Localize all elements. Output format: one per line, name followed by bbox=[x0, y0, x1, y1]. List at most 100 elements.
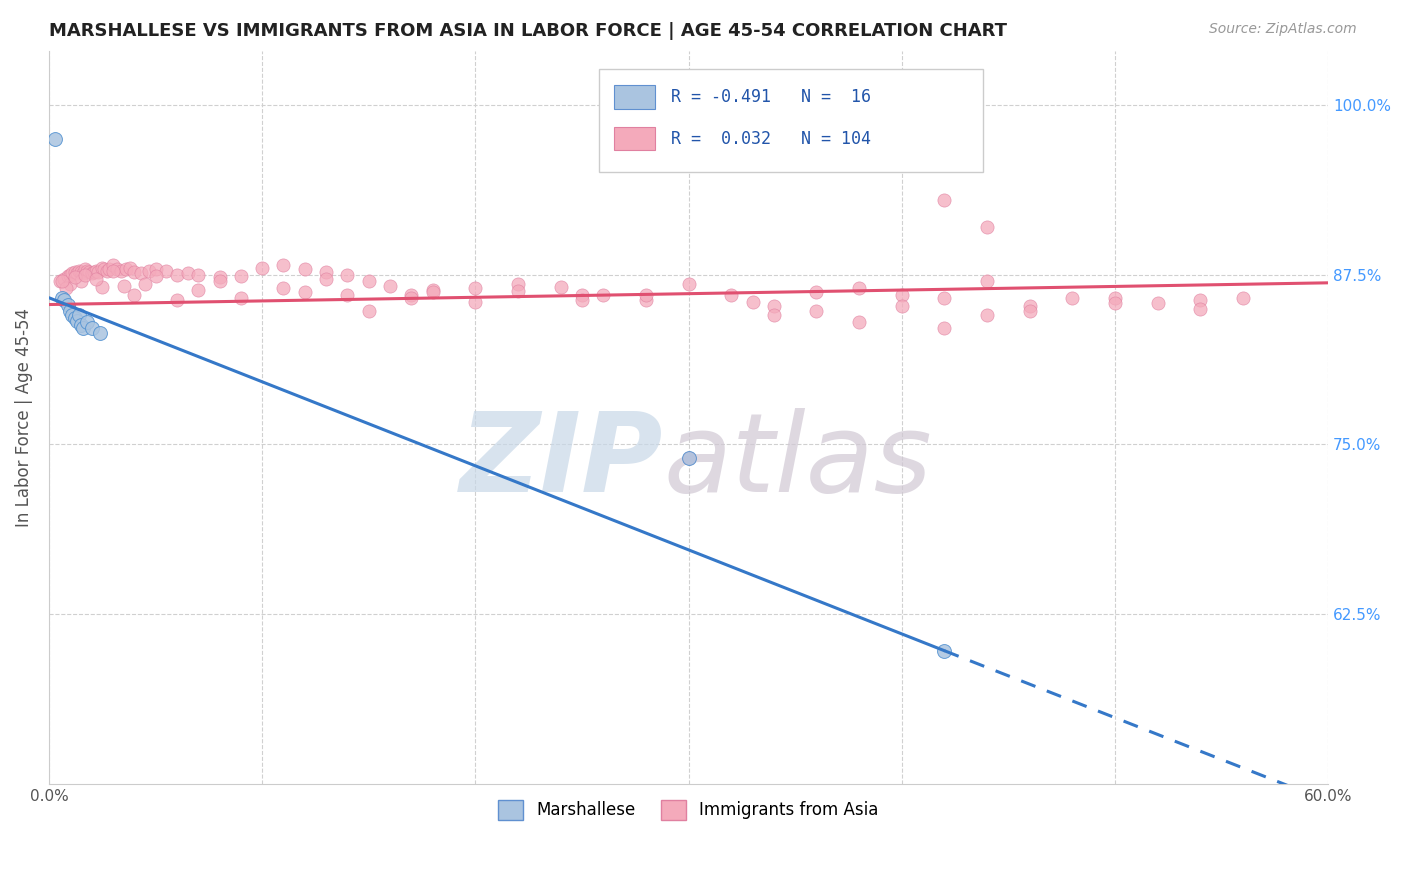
Point bbox=[976, 220, 998, 235]
Point bbox=[934, 291, 956, 305]
Point bbox=[87, 265, 110, 279]
Point bbox=[1104, 291, 1126, 305]
Point bbox=[110, 263, 132, 277]
Point bbox=[91, 280, 114, 294]
Point bbox=[72, 320, 94, 334]
Point bbox=[890, 288, 912, 302]
Point bbox=[52, 293, 75, 308]
Bar bbox=[614, 127, 655, 151]
Point bbox=[75, 268, 97, 282]
Point bbox=[76, 263, 98, 277]
Point bbox=[48, 275, 70, 289]
Point bbox=[401, 291, 423, 305]
Point bbox=[59, 304, 82, 318]
Point bbox=[84, 271, 107, 285]
Point bbox=[294, 262, 316, 277]
Point bbox=[506, 277, 529, 292]
Point bbox=[59, 268, 82, 282]
Point bbox=[155, 263, 177, 277]
Point bbox=[129, 266, 152, 280]
Point bbox=[762, 309, 785, 323]
Point bbox=[44, 132, 66, 146]
Point bbox=[720, 288, 742, 302]
Point bbox=[464, 294, 486, 309]
Point bbox=[75, 262, 97, 277]
Point bbox=[678, 277, 700, 292]
Point bbox=[166, 293, 188, 308]
Point bbox=[848, 281, 870, 295]
Point bbox=[506, 284, 529, 298]
Point bbox=[97, 262, 120, 277]
Legend: Marshallese, Immigrants from Asia: Marshallese, Immigrants from Asia bbox=[492, 793, 886, 827]
Point bbox=[250, 260, 273, 275]
Point bbox=[93, 262, 115, 277]
Point bbox=[176, 266, 198, 280]
Point bbox=[378, 278, 401, 293]
Text: R =  0.032   N = 104: R = 0.032 N = 104 bbox=[671, 129, 870, 148]
Point bbox=[934, 643, 956, 657]
Point bbox=[105, 262, 128, 277]
Text: R = -0.491   N =  16: R = -0.491 N = 16 bbox=[671, 88, 870, 106]
Text: ZIP: ZIP bbox=[460, 408, 664, 515]
Point bbox=[62, 266, 84, 280]
Point bbox=[70, 265, 93, 279]
Point bbox=[806, 285, 828, 300]
Point bbox=[357, 275, 380, 289]
Point bbox=[315, 271, 337, 285]
Point bbox=[336, 288, 359, 302]
Point bbox=[934, 193, 956, 207]
Point bbox=[762, 299, 785, 313]
Point bbox=[89, 326, 111, 340]
Point bbox=[678, 450, 700, 465]
Point bbox=[464, 281, 486, 295]
Text: MARSHALLESE VS IMMIGRANTS FROM ASIA IN LABOR FORCE | AGE 45-54 CORRELATION CHART: MARSHALLESE VS IMMIGRANTS FROM ASIA IN L… bbox=[49, 22, 1007, 40]
Point bbox=[67, 309, 90, 323]
Point bbox=[66, 314, 89, 328]
Point bbox=[273, 258, 295, 272]
Point bbox=[634, 293, 657, 308]
Point bbox=[571, 288, 593, 302]
Point bbox=[336, 268, 359, 282]
Point bbox=[72, 266, 94, 280]
Point bbox=[62, 309, 84, 323]
Point bbox=[294, 285, 316, 300]
Point bbox=[134, 277, 156, 292]
Text: Source: ZipAtlas.com: Source: ZipAtlas.com bbox=[1209, 22, 1357, 37]
Point bbox=[52, 271, 75, 285]
Point bbox=[122, 288, 145, 302]
Point bbox=[976, 275, 998, 289]
Point bbox=[122, 265, 145, 279]
Point bbox=[51, 291, 73, 305]
Point bbox=[401, 288, 423, 302]
Point bbox=[187, 283, 209, 297]
Point bbox=[96, 263, 118, 277]
Point bbox=[166, 268, 188, 282]
Point bbox=[138, 263, 160, 277]
Point bbox=[1189, 293, 1212, 308]
Point bbox=[357, 304, 380, 318]
Point bbox=[70, 275, 93, 289]
Point bbox=[70, 318, 93, 332]
Point bbox=[56, 268, 79, 283]
Point bbox=[114, 262, 136, 277]
Point bbox=[67, 263, 90, 277]
Point bbox=[1189, 301, 1212, 316]
Y-axis label: In Labor Force | Age 45-54: In Labor Force | Age 45-54 bbox=[15, 308, 32, 526]
Point bbox=[550, 280, 572, 294]
Point bbox=[229, 291, 252, 305]
Point bbox=[848, 315, 870, 329]
Point bbox=[741, 294, 763, 309]
Point bbox=[678, 450, 700, 465]
Point bbox=[208, 270, 231, 285]
Point bbox=[592, 288, 614, 302]
Point bbox=[79, 265, 101, 279]
Point bbox=[84, 263, 107, 277]
Bar bbox=[599, 69, 983, 171]
Point bbox=[80, 320, 103, 334]
Point bbox=[145, 262, 167, 277]
Point bbox=[80, 266, 103, 280]
Point bbox=[55, 281, 77, 295]
Point bbox=[91, 260, 114, 275]
Point bbox=[1018, 299, 1040, 313]
Point bbox=[1104, 296, 1126, 310]
